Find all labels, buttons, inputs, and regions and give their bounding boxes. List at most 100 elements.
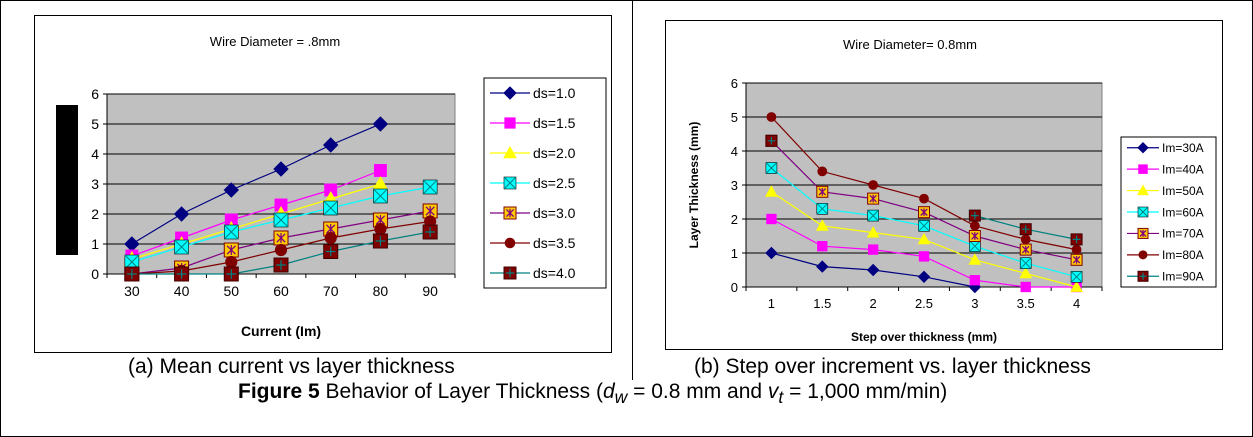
x-axis-label: Step over thickness (mm) [851,330,997,344]
figure-caption-text: Behavior of Layer Thickness ( [319,380,603,403]
legend-item: ds=2.0 [490,145,576,161]
legend-marker [503,176,517,190]
legend-item: ds=1.5 [490,115,576,131]
data-point [274,243,288,257]
legend-marker [503,145,517,159]
data-point [273,212,289,228]
chart-a: Wire Diameter = .8mm 0 1 2 3 4 5 6 30 40 50 60 70 80 9… [91,34,607,339]
data-point [323,221,339,237]
panel-b-caption: (b) Step over increment vs. layer thickn… [694,355,1091,378]
legend-item: Im=40A [1127,162,1204,176]
data-point [1020,281,1031,293]
data-point [374,222,387,236]
legend-label: ds=1.0 [533,85,576,101]
legend-marker [503,86,517,100]
data-point [173,206,190,222]
x-tick-label: 4 [1073,296,1080,311]
dw-symbol: d [602,380,615,403]
data-point [765,162,778,174]
legend-item: Im=50A [1127,184,1204,198]
series-line [131,183,381,260]
vt-symbol: v [767,380,779,403]
legend-item: Im=70A [1127,227,1204,241]
legend-label: Im=40A [1162,162,1204,176]
y-tick-label: 6 [91,86,99,102]
series-ds=2.5 [124,179,438,270]
data-point [124,266,140,282]
legend: Im=30A Im=40A Im=50A Im=60A Im=70A Im=80A Im=9… [1120,136,1217,288]
legend-label: ds=1.5 [533,115,576,131]
legend-marker [1137,227,1149,239]
data-point [373,188,388,204]
panel-a-caption: (a) Mean current vs layer thickness [128,355,455,378]
data-point [816,260,829,273]
panel-divider [632,0,633,380]
y-tick-label: 4 [731,144,738,159]
data-point [422,179,438,195]
legend-marker [503,206,517,220]
x-tick-label: 40 [174,283,190,299]
data-point [765,185,778,197]
legend-item: ds=1.0 [490,85,576,101]
data-point [223,224,239,240]
data-point [917,232,931,245]
redaction-bar [56,105,78,255]
legend-marker [503,266,517,280]
y-tick-label: 1 [731,246,738,261]
legend-label: ds=4.0 [533,265,576,281]
data-point [866,226,880,238]
data-point [815,219,829,231]
data-point [223,266,239,282]
data-point [323,137,339,153]
vt-value: = 1,000 mm/min) [783,380,948,403]
data-point [968,230,981,242]
data-point [1019,257,1032,270]
legend: ds=1.0 ds=1.5 ds=2.0 ds=2.5 ds=3.0 ds=3.5 ds=4… [483,77,607,289]
y-tick-label: 6 [731,76,738,91]
y-tick-label: 5 [91,116,99,132]
data-point [969,220,980,231]
y-tick-label: 3 [731,178,738,193]
data-point [918,219,930,232]
data-point [273,257,289,273]
y-tick-label: 4 [91,146,99,162]
x-tick-label: 50 [223,283,239,299]
x-tick-label: 1 [768,296,775,311]
legend-item: ds=3.0 [490,205,576,221]
legend-item: ds=3.5 [490,235,576,251]
legend-item: Im=30A [1127,141,1204,155]
chart-b: Wire Diameter= 0.8mm 0 1 2 3 4 5 6 1 1.5 2 2.5 3 3.5 4… [687,37,1217,344]
chart-title: Wire Diameter = .8mm [210,34,340,49]
data-point [223,182,239,198]
data-point [273,230,289,246]
data-point [867,244,879,255]
data-point [323,244,339,259]
data-point [225,255,238,269]
legend-label: ds=3.0 [533,205,576,221]
x-tick-label: 30 [124,283,140,299]
series-Im=60A [765,162,1083,283]
data-point [969,240,981,253]
legend-marker [1137,142,1149,154]
y-tick-label: 3 [91,176,99,192]
data-point [422,224,438,240]
data-point [918,206,930,219]
legend-label: Im=90A [1162,270,1204,284]
legend-label: ds=2.5 [533,175,576,191]
data-point [917,270,931,284]
data-point [968,253,982,265]
data-point [817,166,828,177]
legend-item: Im=60A [1127,205,1204,219]
legend-item: ds=4.0 [490,265,576,281]
y-tick-label: 2 [91,206,99,222]
legend-label: ds=3.5 [533,235,576,251]
data-point [273,161,289,177]
data-point [1070,270,1083,283]
x-tick-label: 1.5 [813,296,831,311]
series-Im=90A [765,134,1083,246]
dw-value: = 0.8 mm and [627,380,768,403]
data-point [1070,280,1083,292]
x-tick-label: 90 [422,283,438,299]
x-tick-label: 3.5 [1017,296,1035,311]
data-point [1070,253,1083,266]
